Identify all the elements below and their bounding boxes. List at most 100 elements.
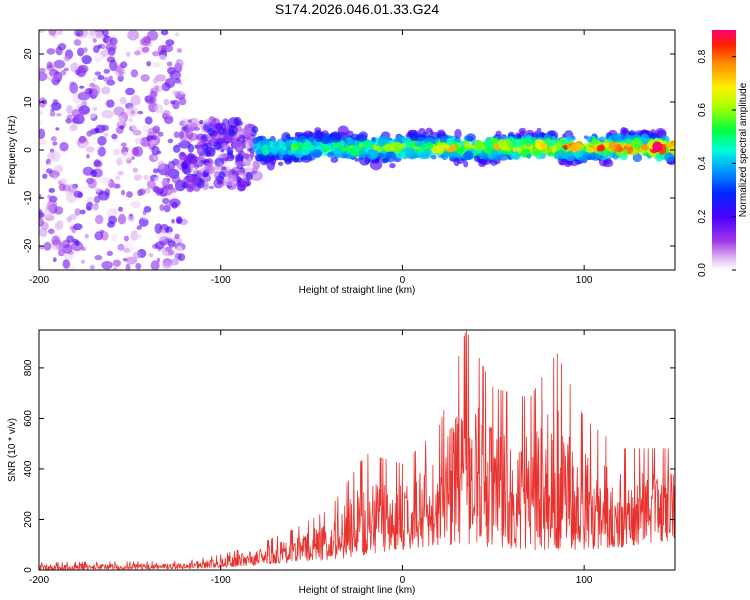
heatmap-cell [101, 124, 109, 131]
heatmap-cell [143, 174, 149, 180]
colorbar-tick-label: 0.8 [697, 49, 708, 63]
heatmap-cell [516, 133, 522, 139]
heatmap-cell [604, 142, 610, 148]
heatmap-cell [199, 119, 204, 125]
heatmap-cell [108, 75, 114, 81]
heatmap-cell [45, 204, 55, 212]
heatmap-cell [146, 61, 152, 67]
heatmap-cell [106, 99, 115, 108]
heatmap-cell [55, 30, 64, 36]
heatmap-cell [463, 135, 469, 141]
heatmap-cell [111, 133, 118, 140]
x-tick-label: -100 [211, 575, 231, 586]
heatmap-cell [176, 245, 183, 253]
heatmap-cell [614, 132, 624, 143]
y-tick-label: 200 [23, 511, 34, 528]
heatmap-cell [221, 166, 227, 171]
heatmap-cell [55, 127, 60, 131]
heatmap-cell [512, 141, 517, 147]
heatmap-cell [441, 142, 447, 149]
heatmap-cell [173, 131, 180, 138]
heatmap-cell [94, 31, 104, 41]
heatmap-cell [129, 166, 134, 172]
heatmap-cell [84, 233, 90, 239]
heatmap-cell [51, 235, 60, 246]
heatmap-cell [247, 123, 253, 129]
heatmap-cell [62, 244, 73, 254]
heatmap-cell [87, 30, 97, 40]
heatmap-cell [74, 69, 82, 76]
heatmap-cell [69, 213, 77, 221]
heatmap-cell [74, 240, 80, 246]
heatmap-cell [91, 136, 98, 145]
heatmap-cell [569, 144, 577, 152]
heatmap-cell [73, 223, 83, 231]
heatmap-cell [551, 145, 557, 154]
heatmap-cell [414, 140, 424, 147]
heatmap-cell [307, 131, 314, 137]
heatmap-cell [86, 146, 95, 153]
heatmap-cell [178, 86, 188, 95]
heatmap-cell [447, 150, 459, 159]
heatmap-cell [141, 36, 152, 46]
y-tick-label: 800 [23, 359, 34, 376]
heatmap-cell [163, 98, 170, 106]
heatmap-cell [214, 141, 222, 151]
heatmap-cell [151, 140, 157, 145]
heatmap-cell [48, 30, 57, 36]
heatmap-cell [53, 59, 66, 69]
heatmap-cell [358, 149, 366, 159]
heatmap-cell [371, 137, 376, 141]
heatmap-cell [240, 178, 250, 185]
heatmap-cell [152, 50, 160, 57]
heatmap-cell [183, 124, 191, 133]
heatmap-cell [176, 218, 183, 224]
heatmap-cell [153, 176, 164, 184]
heatmap-cell [389, 163, 396, 169]
heatmap-cell [74, 208, 81, 216]
heatmap-cell [154, 104, 164, 113]
heatmap-cell [554, 150, 567, 160]
heatmap-cell [112, 208, 119, 215]
heatmap-cell [474, 139, 484, 151]
heatmap-cell [126, 106, 138, 118]
heatmap-cell [236, 184, 247, 191]
colorbar-tick-label: 0.2 [697, 209, 708, 223]
heatmap-cell [288, 149, 293, 156]
heatmap-cell [282, 153, 293, 163]
heatmap-cell [117, 213, 127, 225]
heatmap-cell [244, 139, 254, 149]
heatmap-cell [201, 171, 209, 178]
heatmap-cell [148, 253, 154, 258]
heatmap-cell [92, 84, 101, 96]
heatmap-cell [251, 170, 257, 175]
heatmap-cell [56, 113, 62, 117]
snr-axes: -200 -100 0 100 0 200 400 600 800 [23, 330, 675, 586]
heatmap-cell [478, 148, 483, 154]
heatmap-cell [66, 114, 73, 120]
heatmap-cell [186, 175, 200, 187]
heatmap-cell [652, 141, 663, 153]
heatmap-cell [498, 153, 504, 158]
heatmap-cell [228, 169, 236, 175]
heatmap-cell [330, 135, 342, 143]
heatmap-cell [190, 122, 198, 129]
heatmap-cell [294, 148, 304, 159]
heatmap-cell [112, 267, 118, 270]
heatmap-cell [142, 210, 147, 216]
heatmap-cell [140, 74, 150, 82]
heatmap-cell [97, 75, 105, 80]
heatmap-cell [41, 99, 48, 105]
figure-title: S174.2026.046.01.33.G24 [275, 1, 439, 17]
x-tick-label: -200 [29, 275, 49, 286]
heatmap-cell [39, 227, 48, 237]
heatmap-cell [94, 254, 103, 261]
heatmap-cell [98, 191, 110, 201]
heatmap-cell [153, 168, 159, 174]
heatmap-cell [79, 109, 87, 116]
colorbar-scale [712, 30, 736, 270]
heatmap-cell [39, 119, 43, 126]
x-tick-label: -200 [29, 575, 49, 586]
heatmap-cell [473, 156, 481, 163]
